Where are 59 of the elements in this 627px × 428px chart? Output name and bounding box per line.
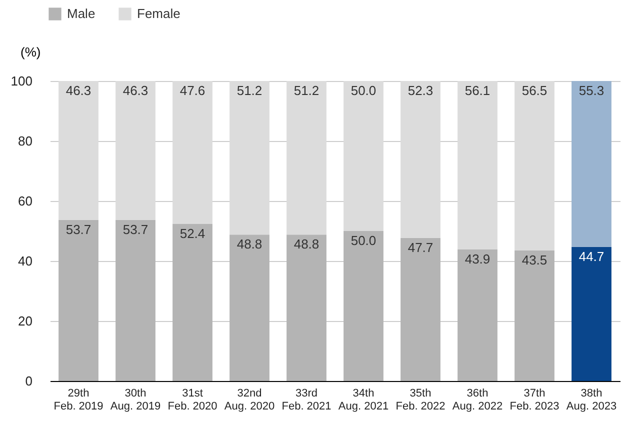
data-label: 52.4: [180, 226, 206, 241]
bar: [572, 81, 612, 247]
data-label: 50.0: [350, 83, 376, 98]
data-label: 51.2: [294, 83, 320, 98]
legend-label: Female: [137, 6, 180, 21]
data-label: 47.7: [408, 240, 434, 255]
data-label: 48.8: [236, 236, 262, 252]
data-label: 46.3: [122, 83, 148, 98]
x-tick-label: 35th Feb. 2022: [396, 388, 446, 412]
bar: [230, 234, 270, 381]
x-tick-label: 31st Feb. 2020: [168, 388, 218, 412]
bar: [514, 250, 554, 381]
data-label: 52.3: [408, 83, 434, 98]
data-label: 44.7: [578, 248, 604, 264]
y-tick-label: 80: [18, 134, 32, 148]
bar: [400, 81, 440, 238]
bar: [116, 81, 156, 220]
bar: [344, 81, 384, 231]
data-label: 48.8: [294, 236, 320, 252]
x-tick-label: 34th Aug. 2021: [338, 388, 389, 412]
bar: [116, 220, 156, 381]
data-label: 43.9: [464, 251, 490, 266]
x-tick-label: 38th Aug. 2023: [566, 388, 617, 412]
data-label: 56.5: [522, 83, 548, 98]
bar: [172, 81, 212, 224]
data-label: 53.7: [66, 222, 92, 237]
bar: [400, 238, 440, 381]
data-label: 53.7: [122, 222, 148, 237]
y-axis-title: (%): [20, 44, 41, 60]
data-label: 46.3: [66, 83, 92, 98]
bar: [230, 81, 270, 235]
bar: [514, 81, 554, 250]
bar: [286, 81, 326, 235]
x-tick-label: 33rd Feb. 2021: [282, 388, 332, 412]
y-tick-label: 60: [18, 194, 32, 208]
bar: [286, 234, 326, 381]
bar: [58, 220, 98, 381]
data-label: 56.1: [464, 83, 490, 98]
bar: [58, 81, 98, 220]
bar: [172, 224, 212, 381]
x-tick-label: 30th Aug. 2019: [110, 388, 161, 412]
x-tick-label: 37th Feb. 2023: [510, 388, 560, 412]
y-tick-label: 0: [25, 374, 32, 388]
data-label: 47.6: [180, 83, 206, 98]
data-label: 43.5: [522, 252, 548, 268]
bar: [572, 246, 612, 381]
bar: [458, 81, 498, 250]
legend-label: Male: [67, 6, 96, 21]
bar: [458, 249, 498, 381]
y-tick-label: 100: [10, 74, 32, 88]
y-tick-label: 40: [18, 254, 32, 268]
bar: [344, 231, 384, 381]
y-tick-label: 20: [18, 314, 32, 328]
data-label: 51.2: [236, 83, 262, 98]
x-tick-label: 32nd Aug. 2020: [224, 388, 275, 412]
data-label: 55.3: [578, 83, 604, 98]
data-label: 50.0: [350, 233, 376, 248]
x-tick-label: 36th Aug. 2022: [452, 388, 503, 412]
x-tick-label: 29th Feb. 2019: [54, 388, 104, 412]
